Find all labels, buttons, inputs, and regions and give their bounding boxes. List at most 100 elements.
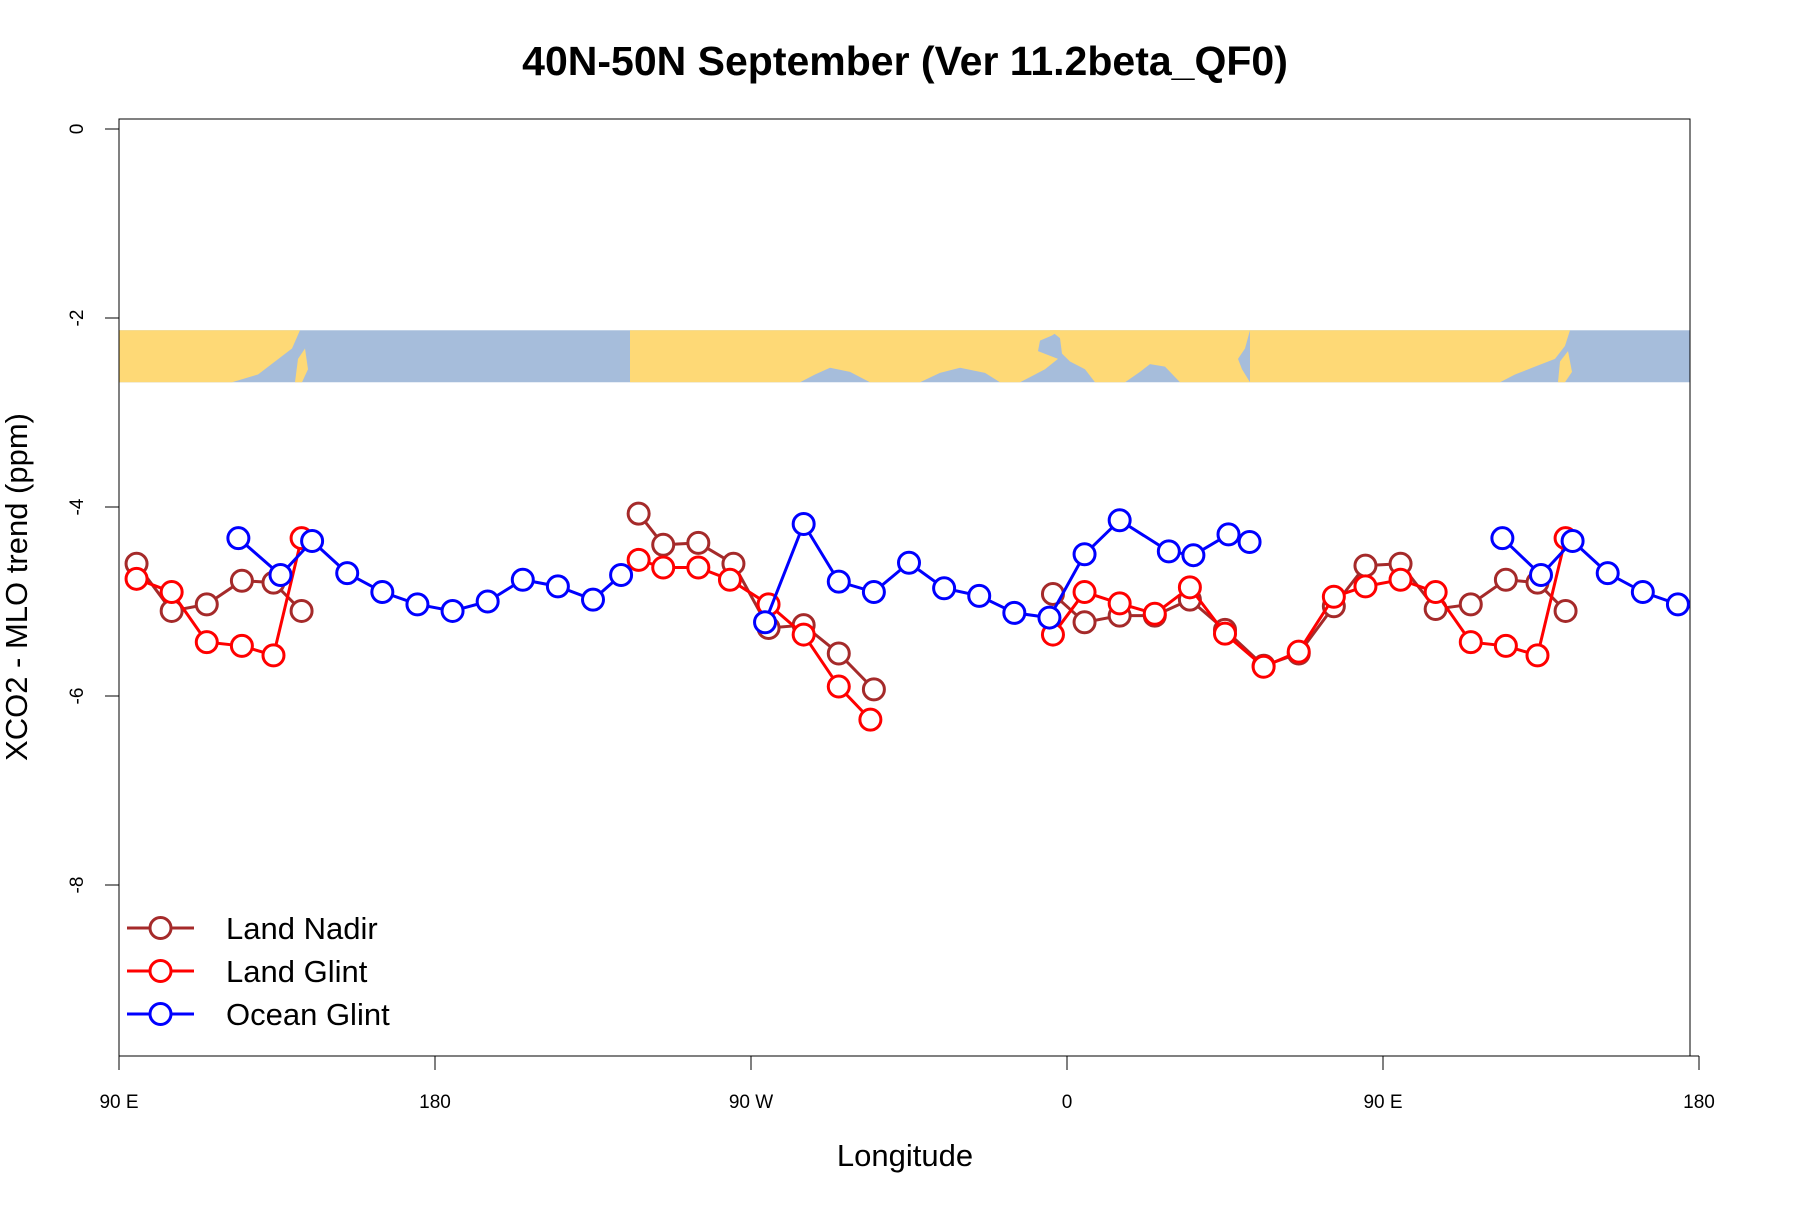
data-point-land-glint [1142, 601, 1167, 626]
data-point-ocean-glint [545, 574, 570, 599]
data-point-ocean-glint [1529, 563, 1553, 588]
data-point-ocean-glint [609, 563, 634, 588]
x-tick-label: 180 [1683, 1092, 1715, 1113]
data-point-land-nadir [194, 592, 219, 617]
x-tick-label: 90 E [99, 1092, 138, 1113]
data-point-land-glint [1493, 633, 1518, 658]
legend: Land Nadir Land Glint Ocean Glint [127, 911, 390, 1032]
data-point-land-glint [229, 633, 254, 658]
data-point-land-glint [1177, 575, 1202, 600]
y-tick-label: -4 [67, 498, 88, 515]
legend-marker-land-nadir [148, 916, 173, 940]
data-point-land-nadir [861, 677, 886, 702]
data-point-ocean-glint [1107, 508, 1132, 533]
series-line-ocean-glint [237, 537, 623, 613]
data-point-land-glint [1353, 574, 1378, 599]
y-tick-label: -8 [67, 877, 88, 894]
data-point-ocean-glint [1002, 600, 1027, 625]
x-axis: 90 E 180 90 W 0 90 E 180 [99, 1055, 1715, 1113]
data-point-ocean-glint [1237, 529, 1262, 554]
land-area [295, 348, 308, 383]
land-area [630, 330, 1060, 383]
data-point-land-nadir [651, 532, 676, 557]
data-point-land-glint [826, 674, 851, 699]
data-point-ocean-glint [897, 550, 921, 575]
data-point-land-glint [1072, 580, 1097, 605]
data-point-land-nadir [1553, 598, 1578, 623]
data-point-land-glint [1388, 567, 1413, 592]
data-point-land-nadir [229, 568, 254, 593]
legend-label-ocean-glint: Ocean Glint [226, 997, 390, 1032]
data-point-ocean-glint [1037, 605, 1062, 630]
data-point-land-glint [626, 547, 651, 572]
data-point-land-nadir [1353, 553, 1378, 578]
y-axis-label: XCO2 - MLO trend (ppm) [0, 413, 34, 761]
x-tick-label: 90 E [1363, 1092, 1402, 1113]
data-point-ocean-glint [1072, 542, 1097, 567]
x-axis-label: Longitude [837, 1138, 973, 1173]
y-tick-label: -2 [67, 310, 88, 327]
series-line-land-nadir [1051, 562, 1567, 668]
data-point-land-glint [1213, 621, 1237, 646]
series-land-glint [124, 526, 1578, 732]
data-point-land-glint [651, 555, 676, 580]
land-area [1250, 330, 1570, 383]
data-point-ocean-glint [475, 589, 500, 614]
data-point-ocean-glint [861, 580, 886, 605]
data-point-land-nadir [626, 501, 651, 526]
data-point-land-nadir [1040, 581, 1065, 606]
data-point-land-glint [1107, 591, 1132, 616]
data-point-land-glint [1286, 639, 1311, 664]
map-strip [119, 330, 1690, 383]
series-land-nadir [124, 501, 1578, 702]
data-point-land-glint [717, 567, 742, 592]
y-tick-label: -6 [67, 688, 88, 705]
data-point-ocean-glint [510, 567, 535, 592]
data-point-land-glint [124, 566, 149, 591]
data-point-land-nadir [686, 530, 711, 555]
land-area [815, 353, 840, 362]
legend-label-land-nadir: Land Nadir [226, 911, 378, 946]
data-point-ocean-glint [405, 592, 430, 617]
data-point-ocean-glint [1181, 543, 1206, 568]
data-point-ocean-glint [300, 529, 325, 554]
data-point-ocean-glint [1490, 526, 1515, 551]
data-point-ocean-glint [1216, 522, 1241, 547]
data-point-land-glint [194, 630, 219, 655]
land-area [119, 330, 300, 383]
data-point-land-glint [261, 643, 286, 668]
chart-title: 40N-50N September (Ver 11.2beta_QF0) [522, 38, 1288, 84]
data-point-land-nadir [1072, 610, 1097, 635]
legend-label-land-glint: Land Glint [226, 954, 368, 989]
data-point-ocean-glint [1156, 539, 1181, 564]
y-tick-label: 0 [67, 124, 88, 135]
land-area [1050, 330, 1250, 383]
x-tick-label: 180 [419, 1092, 451, 1113]
series-line-land-glint [1051, 537, 1568, 669]
data-point-ocean-glint [581, 587, 605, 612]
data-point-ocean-glint [967, 583, 992, 608]
legend-marker-land-glint [148, 959, 173, 983]
data-point-land-nadir [289, 598, 314, 623]
data-point-land-nadir [1493, 567, 1518, 592]
data-point-land-glint [1423, 580, 1448, 605]
data-point-land-nadir [1458, 592, 1483, 617]
data-point-land-glint [858, 707, 883, 732]
data-point-ocean-glint [1560, 529, 1585, 554]
series-ocean-glint [226, 508, 1690, 635]
data-point-ocean-glint [370, 580, 395, 605]
data-point-ocean-glint [1665, 592, 1690, 617]
data-point-ocean-glint [440, 598, 465, 623]
x-tick-label: 90 W [729, 1092, 773, 1113]
data-point-ocean-glint [932, 576, 957, 601]
data-point-ocean-glint [1630, 580, 1655, 605]
data-point-ocean-glint [268, 563, 293, 588]
data-point-land-glint [1321, 584, 1346, 609]
land-area [1558, 351, 1572, 383]
data-point-land-glint [686, 555, 711, 580]
legend-marker-ocean-glint [148, 1002, 173, 1026]
data-point-land-glint [1525, 643, 1550, 668]
data-point-ocean-glint [826, 569, 851, 594]
